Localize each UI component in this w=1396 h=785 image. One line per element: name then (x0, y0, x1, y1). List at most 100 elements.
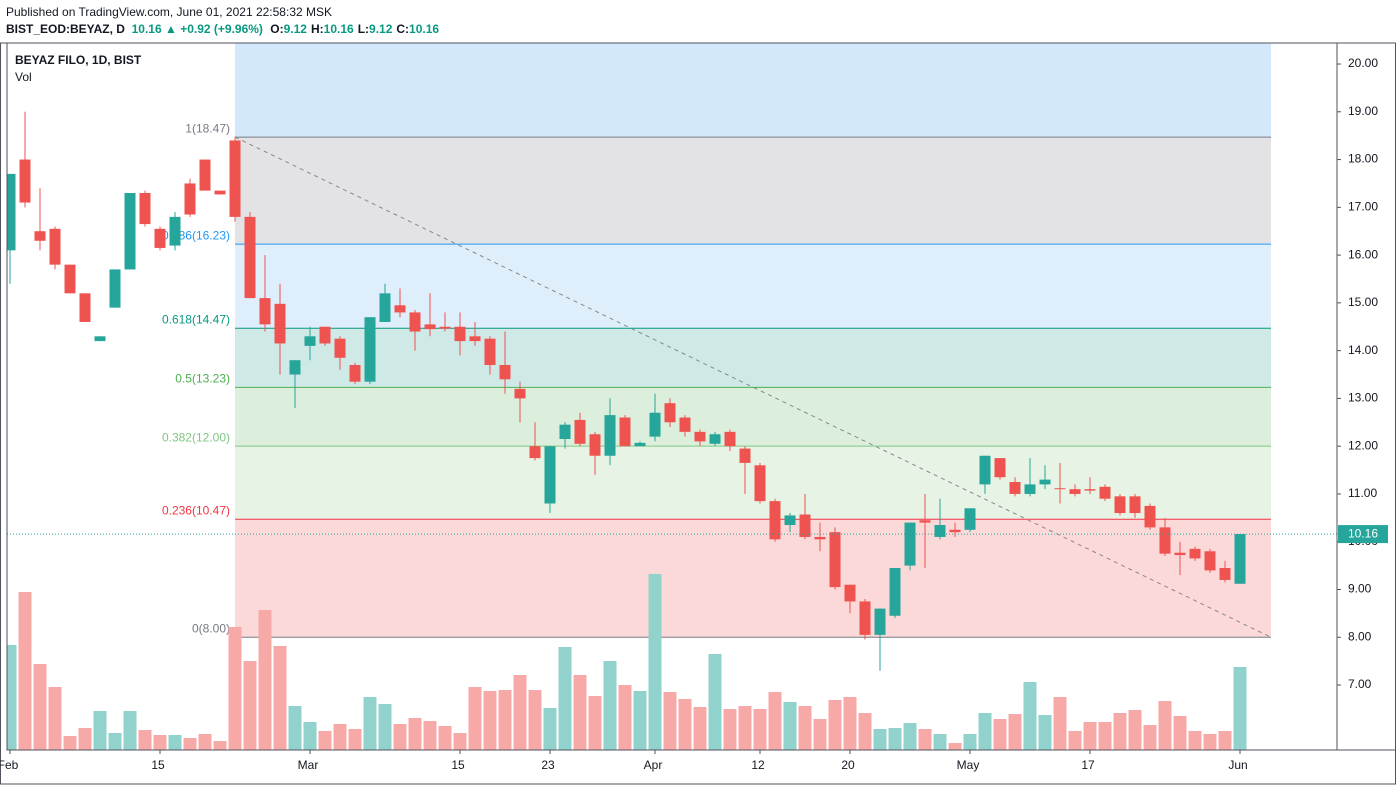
volume-bar (918, 729, 932, 750)
volume-bar (1008, 714, 1022, 750)
volume-bar (1173, 716, 1187, 750)
volume-bar (993, 719, 1007, 750)
fib-label: 0.236(10.47) (162, 503, 230, 517)
fib-zone (235, 137, 1271, 245)
volume-bar (828, 700, 842, 750)
candle-body (394, 305, 406, 313)
volume-bar (1203, 734, 1217, 750)
volume-bar (198, 734, 212, 750)
candle-body (454, 326, 466, 342)
ohlc-value: 10.16 (409, 22, 440, 36)
candle-body (1009, 482, 1021, 494)
candle-body (484, 338, 496, 365)
volume-bar (513, 675, 527, 750)
y-tick-label: 9.00 (1348, 582, 1372, 596)
volume-bar (798, 706, 812, 750)
volume-bar (903, 723, 917, 750)
candle-body (859, 601, 871, 635)
volume-bar (7, 645, 17, 750)
fib-label: 0.382(12.00) (162, 430, 230, 444)
candle-body (409, 312, 421, 332)
last-price-label: 10.16 (1348, 526, 1378, 540)
volume-bar (618, 685, 632, 750)
candle-body (109, 269, 121, 308)
volume-bar (243, 661, 257, 750)
candle-body (814, 536, 826, 540)
candle-body (619, 417, 631, 447)
volume-bar (948, 743, 962, 750)
volume-bar (573, 675, 587, 750)
volume-bar (858, 713, 872, 750)
volume-bar (1218, 731, 1232, 750)
volume-bar (1098, 722, 1112, 750)
volume-bar (423, 721, 437, 750)
candle-body (949, 529, 961, 533)
volume-bar (543, 708, 557, 750)
candle-body (244, 216, 256, 299)
volume-bar (753, 709, 767, 750)
candle-body (1234, 534, 1246, 584)
candle-body (739, 448, 751, 463)
ohlc-key: C: (396, 22, 410, 36)
candle-body (724, 431, 736, 447)
volume-bar (813, 719, 827, 750)
fib-zone (235, 519, 1271, 638)
volume-bar (123, 711, 137, 750)
volume-bar (33, 664, 47, 750)
x-tick-label: 15 (451, 758, 465, 772)
candle-body (559, 424, 571, 440)
candle-body (964, 508, 976, 530)
volume-bar (48, 687, 62, 750)
candle-body (1174, 552, 1186, 556)
candle-body (664, 403, 676, 423)
volume-bar (1113, 713, 1127, 750)
volume-bar (453, 733, 467, 750)
volume-bar (273, 646, 287, 750)
candle-body (1219, 567, 1231, 580)
volume-bar (468, 687, 482, 750)
y-tick-label: 19.00 (1348, 104, 1378, 118)
fib-label: 0.5(13.23) (175, 372, 230, 386)
candle-body (1144, 505, 1156, 528)
candle-body (784, 515, 796, 526)
y-tick-label: 20.00 (1348, 56, 1378, 70)
volume-bar (378, 704, 392, 750)
candle-body (754, 465, 766, 502)
fib-label: 0(8.00) (192, 621, 230, 635)
volume-bar (558, 647, 572, 750)
volume-bar (528, 690, 542, 750)
volume-label: Vol (15, 70, 32, 84)
candle-body (1159, 527, 1171, 554)
y-tick-label: 11.00 (1348, 486, 1377, 500)
candle-body (94, 336, 106, 342)
candle-body (469, 336, 481, 342)
candle-body (1129, 496, 1141, 514)
candle-body (274, 303, 286, 344)
candle-body (7, 173, 16, 251)
ohlc-value: 9.12 (369, 22, 393, 36)
candle-body (229, 140, 241, 217)
fib-zone (235, 446, 1271, 520)
volume-bar (1143, 725, 1157, 750)
volume-bar (1068, 731, 1082, 750)
x-tick-label: Mar (298, 758, 319, 772)
candle-body (349, 364, 361, 382)
candle-body (214, 190, 226, 195)
volume-bar (978, 713, 992, 750)
candle-body (154, 228, 166, 248)
y-tick-label: 14.00 (1348, 343, 1378, 357)
volume-bar (933, 734, 947, 750)
candle-body (979, 455, 991, 485)
y-tick-label: 17.00 (1348, 200, 1378, 214)
volume-bar (873, 729, 887, 750)
volume-bar (1023, 682, 1037, 750)
candle-body (34, 231, 46, 241)
volume-bar (663, 692, 677, 750)
arrow: ▲ (164, 22, 177, 36)
candle-body (514, 388, 526, 399)
candle-body (79, 293, 91, 322)
volume-bar (843, 697, 857, 750)
candle-body (1189, 548, 1201, 559)
candle-body (334, 338, 346, 358)
